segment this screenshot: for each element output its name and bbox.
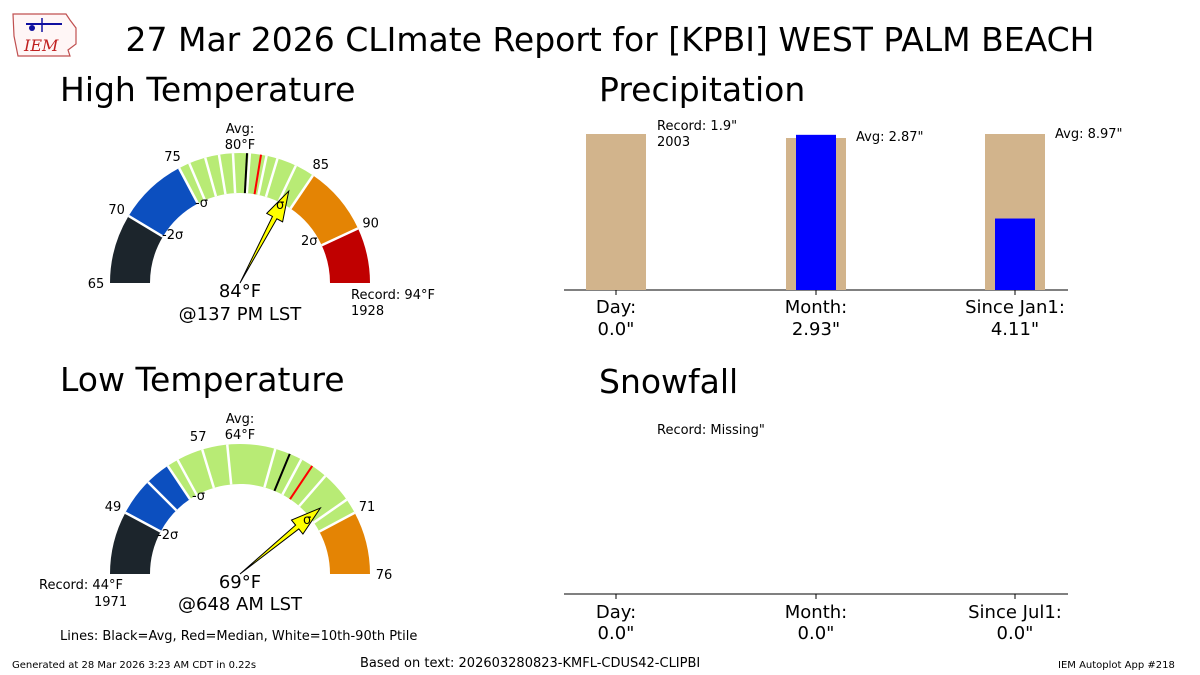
- low-gauge-needle-arrow: [239, 506, 322, 575]
- high-temp-title: High Temperature: [60, 70, 356, 109]
- high-gauge-tick-label: 85: [313, 158, 330, 173]
- precip-ytd-value: 4.11": [990, 319, 1040, 340]
- logo-text: IEM: [23, 36, 59, 55]
- precip-day-value: 0.0": [597, 319, 635, 340]
- high-sigma-minus1: -σ: [195, 196, 208, 211]
- low-temp-title: Low Temperature: [60, 360, 345, 399]
- high-gauge-percentile-line: [231, 153, 237, 194]
- low-observed: 69°F: [218, 572, 262, 593]
- precip-ytd-observed-bar: [995, 218, 1035, 290]
- high-gauge-percentile-line: [264, 158, 279, 198]
- low-gauge-percentile-line: [281, 458, 303, 496]
- low-gauge-tick-label: 49: [105, 500, 122, 515]
- low-gauge-band-boundary: [318, 511, 356, 533]
- low-gauge-band-blue: [125, 465, 190, 532]
- high-gauge-band-boundary: [127, 214, 164, 238]
- high-record-label: Record: 94°F: [351, 288, 435, 303]
- high-gauge-band-boundary: [289, 174, 314, 210]
- precip-month-observed-bar: [796, 134, 836, 290]
- low-gauge-percentile-line: [263, 448, 277, 488]
- high-gauge-band-boundary: [178, 167, 199, 205]
- high-avg-label: Avg:: [225, 122, 255, 137]
- high-gauge-percentile-line: [188, 162, 207, 201]
- precip-day-label: Day:: [595, 297, 637, 318]
- high-gauge-tick-label: 70: [108, 203, 125, 218]
- footer-based-on: Based on text: 202603280823-KMFL-CDUS42-…: [360, 656, 701, 671]
- snow-season-value: 0.0": [996, 623, 1034, 644]
- high-avg-value: 80°F: [224, 138, 256, 153]
- footer-app: IEM Autoplot App #218: [1058, 660, 1175, 671]
- low-gauge-median-line: [289, 465, 314, 500]
- high-gauge-band-boundary: [321, 227, 359, 247]
- precip-ytd-label: Since Jan1:: [965, 297, 1065, 318]
- footer-generated: Generated at 28 Mar 2026 3:23 AM CDT in …: [12, 660, 257, 671]
- precip-month-value: 2.93": [791, 319, 841, 340]
- low-gauge-band-boundary: [166, 465, 192, 500]
- low-observed-time: @648 AM LST: [177, 594, 303, 615]
- high-gauge-tick-label: 75: [164, 150, 181, 165]
- low-gauge-band-boundary: [124, 511, 162, 533]
- low-gauge-percentile-line: [298, 475, 327, 507]
- snow-record-label: Record: Missing": [657, 423, 765, 438]
- high-gauge-tick-label: 65: [88, 277, 105, 292]
- low-sigma-minus1: -σ: [192, 489, 205, 504]
- low-record-year: 1971: [94, 595, 128, 610]
- low-gauge-tick-label: 71: [359, 500, 376, 515]
- precip-record-year: 2003: [657, 135, 691, 150]
- high-gauge-percentile-line: [245, 153, 252, 194]
- low-gauge-percentile-line: [176, 459, 198, 496]
- snow-season-label: Since Jul1:: [968, 602, 1062, 623]
- page-title: 27 Mar 2026 CLImate Report for [KPBI] WE…: [125, 20, 1095, 59]
- low-sigma-plus1: σ: [303, 513, 312, 528]
- low-gauge-avg-line: [273, 453, 291, 492]
- high-gauge-tick-label: 90: [362, 217, 379, 232]
- precip-record-label: Record: 1.9": [657, 119, 738, 134]
- precip-day-record-bar: [586, 134, 646, 290]
- snow-day-value: 0.0": [597, 623, 635, 644]
- high-record-year: 1928: [351, 304, 385, 319]
- precip-title: Precipitation: [599, 70, 806, 109]
- low-avg-value: 64°F: [224, 428, 256, 443]
- high-gauge-percentile-line: [217, 154, 227, 195]
- low-gauge-percentile-line: [147, 481, 178, 512]
- high-gauge-avg-line: [243, 153, 249, 194]
- snow-day-label: Day:: [595, 602, 637, 623]
- high-gauge-median-line: [253, 154, 263, 195]
- low-gauge-tick-label: 57: [190, 430, 207, 445]
- precip-month-avg: Avg: 2.87": [856, 130, 924, 145]
- low-gauge-band-orange: [319, 512, 370, 574]
- snow-title: Snowfall: [599, 362, 739, 401]
- high-observed-time: @137 PM LST: [178, 304, 302, 325]
- precip-ytd-avg: Avg: 8.97": [1055, 127, 1123, 142]
- low-sigma-minus2: -2σ: [157, 528, 179, 543]
- low-avg-label: Avg:: [225, 412, 255, 427]
- high-gauge-percentile-line: [257, 155, 268, 196]
- high-sigma-plus2: 2σ: [301, 234, 318, 249]
- high-gauge-band-black: [110, 215, 163, 283]
- snow-month-value: 0.0": [797, 623, 835, 644]
- low-gauge-percentile-line: [313, 498, 348, 524]
- high-gauge-band-orange: [290, 175, 358, 246]
- high-observed: 84°F: [218, 281, 262, 302]
- high-gauge-band-blue: [128, 168, 198, 237]
- snow-month-label: Month:: [784, 602, 848, 623]
- high-gauge-percentile-line: [204, 157, 218, 197]
- high-gauge-needle-arrow: [239, 189, 290, 284]
- low-gauge-tick-label: 76: [376, 568, 393, 583]
- high-gauge-percentile-line: [277, 165, 297, 203]
- iem-logo: IEM: [12, 13, 77, 57]
- low-gauge-band-black: [110, 512, 161, 574]
- legend-note: Lines: Black=Avg, Red=Median, White=10th…: [60, 629, 418, 644]
- low-gauge-percentile-line: [226, 444, 233, 485]
- precip-month-label: Month:: [784, 297, 848, 318]
- high-sigma-plus1: σ: [276, 198, 285, 213]
- high-sigma-minus2: -2σ: [162, 228, 184, 243]
- low-gauge-band-green: [167, 443, 355, 532]
- low-gauge-percentile-line: [201, 449, 216, 489]
- low-record-label: Record: 44°F: [39, 578, 123, 593]
- high-gauge-band-red: [321, 228, 370, 283]
